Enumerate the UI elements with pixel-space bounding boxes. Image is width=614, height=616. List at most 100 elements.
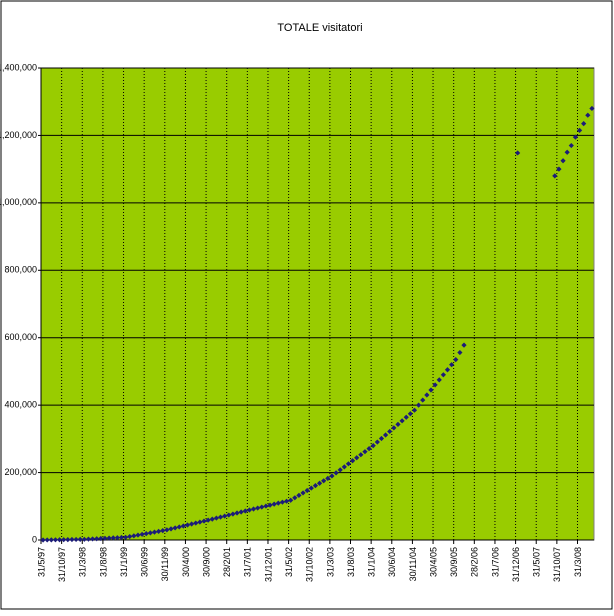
marker <box>288 497 294 503</box>
x-tick-label: 31/8/98 <box>98 547 108 577</box>
x-tick-label: 31/5/97 <box>36 547 46 577</box>
marker <box>382 432 389 438</box>
marker <box>226 512 232 518</box>
marker <box>48 537 54 543</box>
marker <box>168 526 174 532</box>
marker <box>572 134 579 140</box>
x-tick-label: 31/12/01 <box>263 547 273 582</box>
y-tick-label: 800,000 <box>4 265 37 275</box>
marker <box>230 511 236 517</box>
marker <box>77 536 83 542</box>
marker <box>411 407 418 413</box>
marker <box>300 490 306 496</box>
marker <box>156 528 162 534</box>
x-tick-label: 31/3/08 <box>573 547 583 577</box>
x-tick-label: 30/6/04 <box>387 547 397 577</box>
marker <box>585 112 591 118</box>
marker <box>184 522 191 528</box>
marker <box>316 480 323 486</box>
marker <box>292 495 298 501</box>
marker <box>176 524 182 530</box>
marker <box>94 536 100 542</box>
x-tick-label: 30/6/99 <box>140 547 150 577</box>
marker <box>40 537 46 543</box>
x-tick-label: 31/7/01 <box>243 547 253 577</box>
marker <box>255 505 261 511</box>
x-tick-label: 31/7/06 <box>490 547 500 577</box>
marker <box>444 367 451 373</box>
marker <box>271 501 277 507</box>
x-tick-label: 30/11/04 <box>408 547 418 581</box>
marker <box>560 158 566 164</box>
x-tick-label: 31/3/03 <box>325 547 335 577</box>
marker <box>589 105 595 112</box>
marker <box>296 492 302 498</box>
marker <box>312 483 319 489</box>
marker <box>147 530 153 536</box>
marker <box>135 532 141 538</box>
x-tick-label: 31/3/98 <box>78 547 88 577</box>
marker <box>73 536 79 543</box>
marker <box>387 428 393 435</box>
marker <box>44 537 50 543</box>
marker <box>345 461 352 467</box>
x-tick-label: 30/4/00 <box>181 547 191 577</box>
marker <box>568 142 574 149</box>
marker <box>114 535 120 541</box>
marker <box>139 531 145 537</box>
marker <box>172 525 178 531</box>
marker <box>416 402 422 408</box>
marker <box>440 372 446 378</box>
marker <box>98 535 104 542</box>
marker <box>378 435 385 442</box>
marker <box>205 517 211 523</box>
x-tick-label: 30/9/00 <box>201 547 211 577</box>
marker <box>321 478 327 484</box>
marker <box>189 521 195 527</box>
marker <box>102 535 108 541</box>
marker <box>65 536 71 543</box>
x-tick-label: 30/11/99 <box>160 547 170 581</box>
x-tick-label: 31/8/03 <box>346 547 356 577</box>
marker <box>213 515 219 521</box>
y-tick-label: 1,400,000 <box>0 62 37 72</box>
marker <box>366 446 372 452</box>
x-tick-label: 31/5/07 <box>532 547 542 577</box>
marker <box>106 535 112 541</box>
x-tick-label: 30/4/05 <box>428 547 438 577</box>
marker <box>180 523 186 529</box>
marker <box>436 377 442 383</box>
marker <box>358 452 364 458</box>
marker <box>374 439 380 445</box>
marker <box>349 458 356 464</box>
x-tick-label: 31/12/06 <box>511 547 521 582</box>
marker <box>246 507 253 513</box>
marker <box>143 530 149 537</box>
plot-area <box>40 67 595 541</box>
marker <box>118 534 125 541</box>
y-tick-label: 1,000,000 <box>0 197 37 207</box>
x-tick-label: 31/1/04 <box>367 547 377 577</box>
x-tick-label: 28/2/06 <box>470 547 480 577</box>
marker <box>160 528 166 534</box>
marker <box>110 535 116 541</box>
marker <box>461 342 467 348</box>
marker <box>267 502 273 508</box>
marker <box>581 121 587 127</box>
marker <box>564 149 570 155</box>
marker <box>209 516 215 522</box>
marker <box>283 498 290 504</box>
marker <box>85 536 92 542</box>
marker <box>329 473 335 479</box>
marker <box>449 362 455 368</box>
marker <box>420 397 426 403</box>
marker <box>337 467 343 473</box>
marker <box>457 349 463 356</box>
marker <box>201 518 207 524</box>
marker <box>576 127 583 133</box>
marker <box>238 509 244 515</box>
marker <box>333 470 339 476</box>
x-tick-label: 31/5/02 <box>284 547 294 577</box>
marker <box>370 443 376 449</box>
